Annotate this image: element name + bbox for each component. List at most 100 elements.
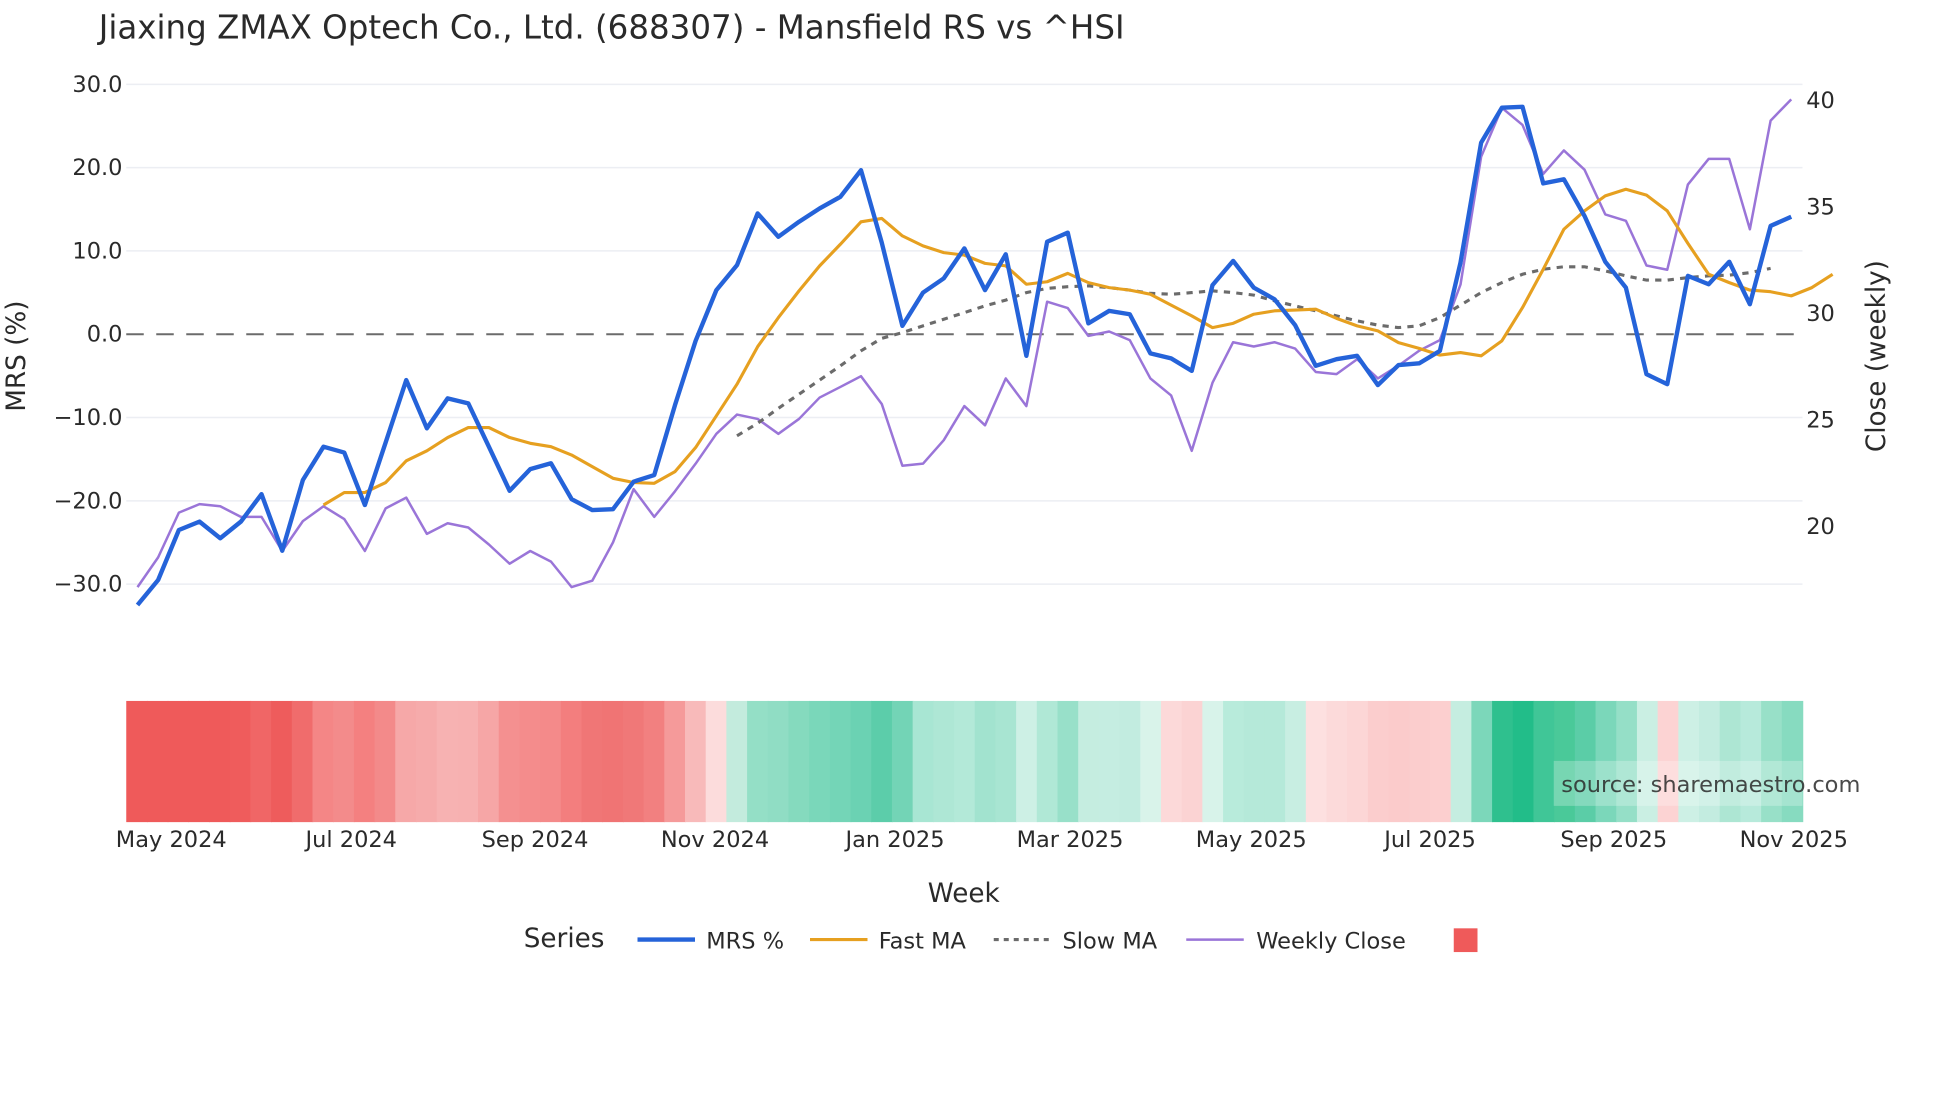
heatmap-cell [229,700,252,823]
heatmap-cell [1181,700,1204,823]
x-axis-label: Week [928,879,1001,909]
heatmap-cell [188,700,210,823]
legend-item-heatmap[interactable] [1453,928,1478,953]
weekly-close-line [136,98,1793,589]
heatmap-cell [1574,700,1597,823]
heatmap-cell [933,700,955,823]
heatmap-cell [1098,700,1121,823]
heatmap-cell [271,700,293,823]
heatmap-cell [1243,700,1266,823]
heatmap-cell [891,700,914,823]
heatmap-cell [374,700,397,823]
heatmap-cell [1636,700,1659,823]
y-left-tick-label: 20.0 [72,155,122,181]
heatmap-cell [1430,700,1452,823]
heatmap-cell [478,700,500,823]
heatmap-cell [1450,700,1473,823]
y-left-tick-label: 30.0 [72,72,122,98]
heatmap-cell [829,700,852,823]
legend-heatmap-swatch [1453,928,1478,953]
heatmap-cell [126,700,148,823]
y-left-axis-ticks: 30.0 20.0 10.0 0.0 −10.0 −20.0 −30.0 [54,72,123,598]
x-tick-label: Jul 2025 [1382,827,1476,853]
y-right-tick-label: 40 [1806,88,1835,114]
legend-item-mrs[interactable]: MRS % [637,928,785,954]
heatmap-cell [498,700,521,823]
heatmap-cell [560,700,583,823]
heatmap-cell [436,700,459,823]
legend-weekly-close-label: Weekly Close [1256,928,1406,954]
heatmap-cell [995,700,1017,823]
y-left-axis-label: MRS (%) [2,300,32,411]
heatmap-cell [457,700,479,823]
heatmap-cell [415,700,438,823]
legend-item-weekly-close[interactable]: Weekly Close [1186,928,1406,954]
y-right-axis-label: Close (weekly) [1862,260,1892,452]
heatmap-cell [312,700,334,823]
heatmap-cell [1160,700,1183,823]
x-tick-label: Sep 2025 [1560,827,1667,853]
x-tick-label: Nov 2024 [661,827,769,853]
heatmap-cell [1057,700,1079,823]
heatmap-cell [1016,700,1038,823]
heatmap-cell [167,700,190,823]
y-right-axis-ticks: 40 35 30 25 20 [1806,88,1835,540]
heatmap-cell [850,700,872,823]
heatmap-cell [643,700,666,823]
x-axis-ticks: May 2024 Jul 2024 Sep 2024 Nov 2024 Jan 2025… [116,827,1848,853]
heatmap-cell [1140,700,1162,823]
y-left-tick-label: 10.0 [72,238,122,264]
heatmap-cell [1740,700,1762,823]
heatmap-cell [1719,700,1742,823]
x-tick-label: Jan 2025 [843,827,944,853]
legend-slow-ma-label: Slow MA [1063,928,1158,954]
heatmap-cell [1264,700,1286,823]
x-tick-label: May 2025 [1196,827,1307,853]
heatmap-cell [1326,700,1348,823]
heatmap-cell [519,700,541,823]
heatmap-cell [333,700,355,823]
heatmap-cell [1119,700,1142,823]
watermark: source: sharemaestro.com [1561,772,1860,798]
heatmap-cell [809,700,831,823]
heatmap-cell [871,700,893,823]
y-left-tick-label: −10.0 [54,405,123,431]
heatmap-cell [581,700,603,823]
heatmap-cell [250,700,272,823]
heatmap-cell [1761,700,1783,823]
heatmap-cell [705,700,728,823]
heatmap-cell [1657,700,1680,823]
heatmap-cell [1202,700,1224,823]
heatmap-cell [602,700,624,823]
heatmap-cell [1036,700,1059,823]
heatmap-cell [209,700,231,823]
y-right-tick-label: 25 [1806,408,1835,434]
chart-title: Jiaxing ZMAX Optech Co., Ltd. (688307) -… [97,9,1125,47]
legend-item-slow-ma[interactable]: Slow MA [993,928,1158,954]
heatmap-cell [767,700,790,823]
heatmap-cell [912,700,935,823]
heatmap-cell [1471,700,1493,823]
heatmap-cell [664,700,686,823]
x-tick-label: Sep 2024 [482,827,589,853]
x-tick-label: Jul 2024 [303,827,397,853]
heatmap-cell [1699,700,1721,823]
heatmap-cell [1554,700,1576,823]
heatmap-cell [974,700,997,823]
legend-item-fast-ma[interactable]: Fast MA [810,928,966,954]
legend: Series MRS % Fast MA Slow MA Weekly Clos… [524,924,1478,954]
heatmap-cell [540,700,562,823]
x-tick-label: May 2024 [116,827,227,853]
watermark-background [1553,760,1803,806]
y-right-tick-label: 30 [1806,301,1835,327]
heatmap-cell [788,700,810,823]
heatmap-cell [1223,700,1245,823]
slow-ma-line [736,265,1771,438]
legend-title: Series [524,924,605,954]
heatmap-cell [726,700,748,823]
x-tick-label: Mar 2025 [1017,827,1124,853]
heatmap-cell [685,700,707,823]
heatmap-cell [395,700,417,823]
heatmap-cell [1492,700,1514,823]
